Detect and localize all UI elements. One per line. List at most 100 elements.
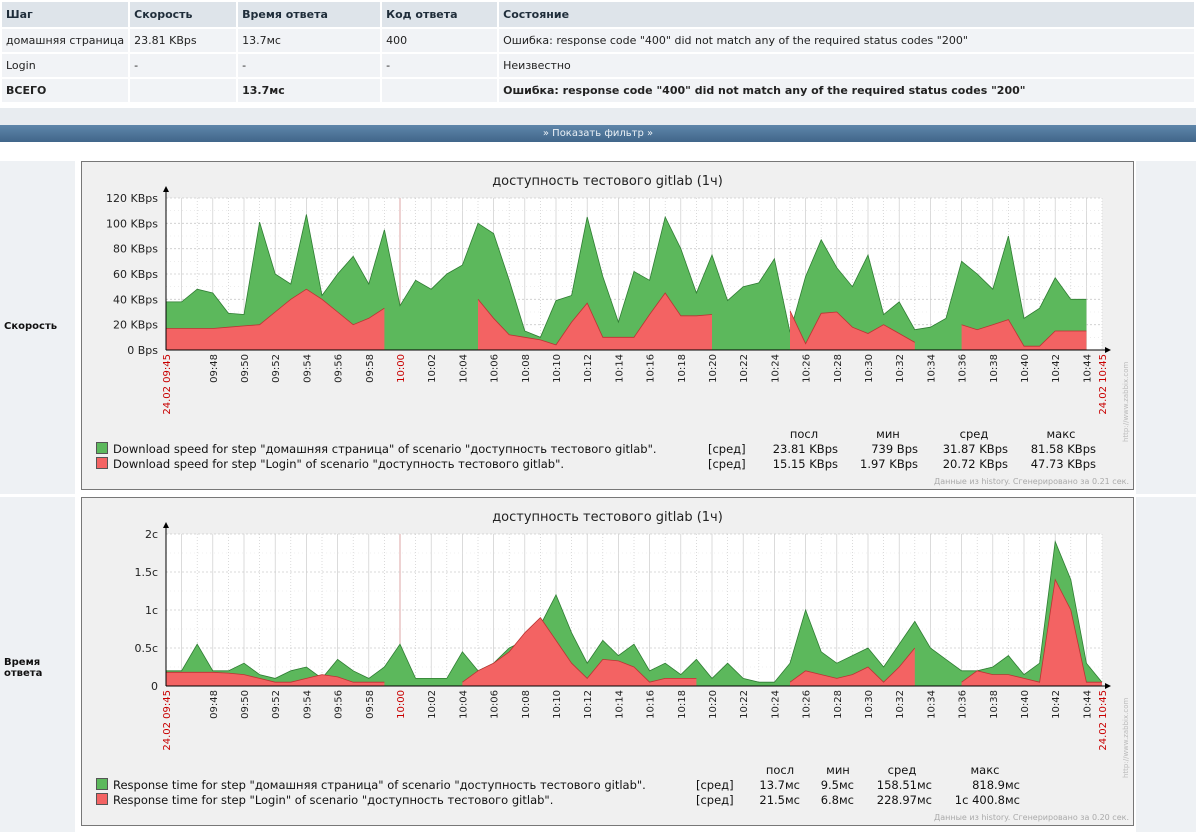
legend-swatch-red: [96, 457, 108, 469]
y-tick-label: 100 KBps: [106, 217, 158, 230]
row-right-padding: [1136, 161, 1196, 494]
x-tick-label: 10:00: [396, 690, 407, 719]
legend-swatch-green: [96, 442, 108, 454]
x-tick-label: 09:56: [334, 354, 345, 383]
cell-time: -: [238, 54, 381, 77]
response-time-graph[interactable]: доступность тестового gitlab (1ч) 2с 1.5с…: [81, 497, 1134, 826]
x-tick-label: 10:20: [708, 354, 719, 383]
x-tick-label: 10:40: [1020, 690, 1031, 719]
table-header-row: Шаг Скорость Время ответа Код ответа Сос…: [2, 2, 1194, 27]
legend-func: [сред]: [708, 442, 746, 456]
cell-step: Login: [2, 54, 129, 77]
series-line: [789, 310, 915, 345]
row-right-padding: [1136, 497, 1196, 832]
x-tick-label: 09:52: [271, 354, 282, 383]
stat-header-max: макс: [970, 763, 1000, 777]
x-tick-label: 10:22: [739, 354, 750, 383]
legend-func: [сред]: [708, 457, 746, 471]
speed-graph[interactable]: доступность тестового gitlab (1ч) 120 KB…: [81, 161, 1134, 490]
legend-label: Download speed for step "домашняя страни…: [113, 442, 657, 456]
x-tick-label: 10:36: [958, 354, 969, 383]
x-tick-label: 10:34: [926, 690, 937, 719]
y-tick-label: 120 KBps: [106, 192, 158, 205]
stat-max: 1с 400.8мс: [954, 793, 1020, 807]
x-end-label: 24.02 10:45: [1098, 354, 1109, 415]
y-tick-label: 0: [151, 680, 158, 693]
x-tick-label: 10:06: [490, 690, 501, 719]
graph-title: доступность тестового gitlab (1ч): [492, 510, 723, 525]
table-row: Login - - - Неизвестно: [2, 54, 1194, 77]
stat-last: 13.7мс: [759, 778, 800, 792]
stat-last: 23.81 KBps: [772, 442, 838, 456]
stat-header-last: посл: [765, 763, 795, 777]
x-tick-label: 10:00: [396, 354, 407, 383]
series-area-login: [478, 293, 712, 350]
cell-code: 400: [382, 29, 498, 52]
stat-avg: 20.72 KBps: [942, 457, 1008, 471]
x-tick-label: 10:14: [614, 354, 625, 383]
x-tick-label: 09:50: [240, 354, 251, 383]
x-tick-label: 10:12: [583, 354, 594, 383]
x-tick-label: 09:50: [240, 690, 251, 719]
col-header-response-time[interactable]: Время ответа: [238, 2, 381, 27]
series-area-login: [166, 289, 385, 350]
stat-avg: 31.87 KBps: [942, 442, 1008, 456]
x-tick-label: 10:30: [864, 354, 875, 383]
cell-total-status: Ошибка: response code "400" did not matc…: [499, 79, 1194, 102]
row-label-response-time: Время ответа: [0, 497, 75, 832]
show-filter-label: Показать фильтр: [552, 128, 644, 139]
x-tick-label: 10:44: [1082, 690, 1093, 719]
legend-item: Download speed for step "домашняя страни…: [96, 442, 657, 456]
stat-min: 739 Bps: [871, 442, 918, 456]
col-header-step[interactable]: Шаг: [2, 2, 129, 27]
series-line: [166, 671, 385, 683]
col-header-status[interactable]: Состояние: [499, 2, 1194, 27]
cell-total-speed: [130, 79, 237, 102]
legend-item: Download speed for step "Login" of scena…: [96, 457, 564, 471]
series-line: [961, 578, 1102, 683]
x-tick-label: 10:38: [989, 690, 1000, 719]
x-start-label: 24.02 09:45: [162, 354, 173, 415]
response-time-graph-plot: 2с 1.5с 1с 0.5с 0 24.02 09:45 09:48 09:50 09:52 0…: [134, 522, 1111, 751]
col-header-response-code[interactable]: Код ответа: [382, 2, 498, 27]
stat-header-avg: сред: [887, 763, 917, 777]
x-tick-label: 10:10: [552, 354, 563, 383]
legend-func: [сред]: [696, 793, 734, 807]
legend-label: Download speed for step "Login" of scena…: [113, 457, 565, 471]
x-axis-arrow: [1105, 683, 1111, 689]
stat-max: 81.58 KBps: [1030, 442, 1096, 456]
x-tick-label: 09:58: [365, 690, 376, 719]
x-axis-arrow: [1105, 347, 1111, 353]
chevron-down-icon: »: [647, 128, 654, 139]
x-tick-label: 09:54: [302, 690, 313, 719]
x-tick-label: 10:30: [864, 690, 875, 719]
y-tick-label: 40 KBps: [113, 293, 158, 306]
x-tick-label: 10:02: [427, 354, 438, 383]
show-filter-toggle[interactable]: » Показать фильтр »: [0, 125, 1196, 142]
spacer-band: [0, 108, 1196, 126]
legend-item: Response time for step "Login" of scenar…: [96, 793, 553, 807]
legend-swatch-red: [96, 793, 108, 805]
series-line: [166, 214, 1087, 338]
cell-speed: 23.81 KBps: [130, 29, 237, 52]
x-tick-label: 10:42: [1051, 354, 1062, 383]
zabbix-watermark: http://www.zabbix.com: [1122, 697, 1130, 778]
legend-swatch-green: [96, 778, 108, 790]
cell-status: Ошибка: response code "400" did not matc…: [499, 29, 1194, 52]
x-end-label: 24.02 10:45: [1098, 690, 1109, 751]
x-tick-label: 10:42: [1051, 690, 1062, 719]
series-area-login: [790, 648, 915, 686]
cell-code: -: [382, 54, 498, 77]
stat-header-max: макс: [1046, 427, 1076, 441]
series-line: [462, 616, 697, 683]
generation-note: Данные из history. Сгенерировано за 0.20…: [934, 813, 1129, 822]
stat-header-avg: сред: [959, 427, 989, 441]
col-header-speed[interactable]: Скорость: [130, 2, 237, 27]
stat-max: 47.73 KBps: [1030, 457, 1096, 471]
y-tick-label: 20 KBps: [113, 319, 158, 332]
x-tick-label: 10:16: [646, 690, 657, 719]
stat-avg: 158.51мс: [876, 778, 932, 792]
x-tick-label: 09:54: [302, 354, 313, 383]
series-area-login: [961, 319, 1087, 350]
stat-header-min: мин: [876, 427, 900, 441]
